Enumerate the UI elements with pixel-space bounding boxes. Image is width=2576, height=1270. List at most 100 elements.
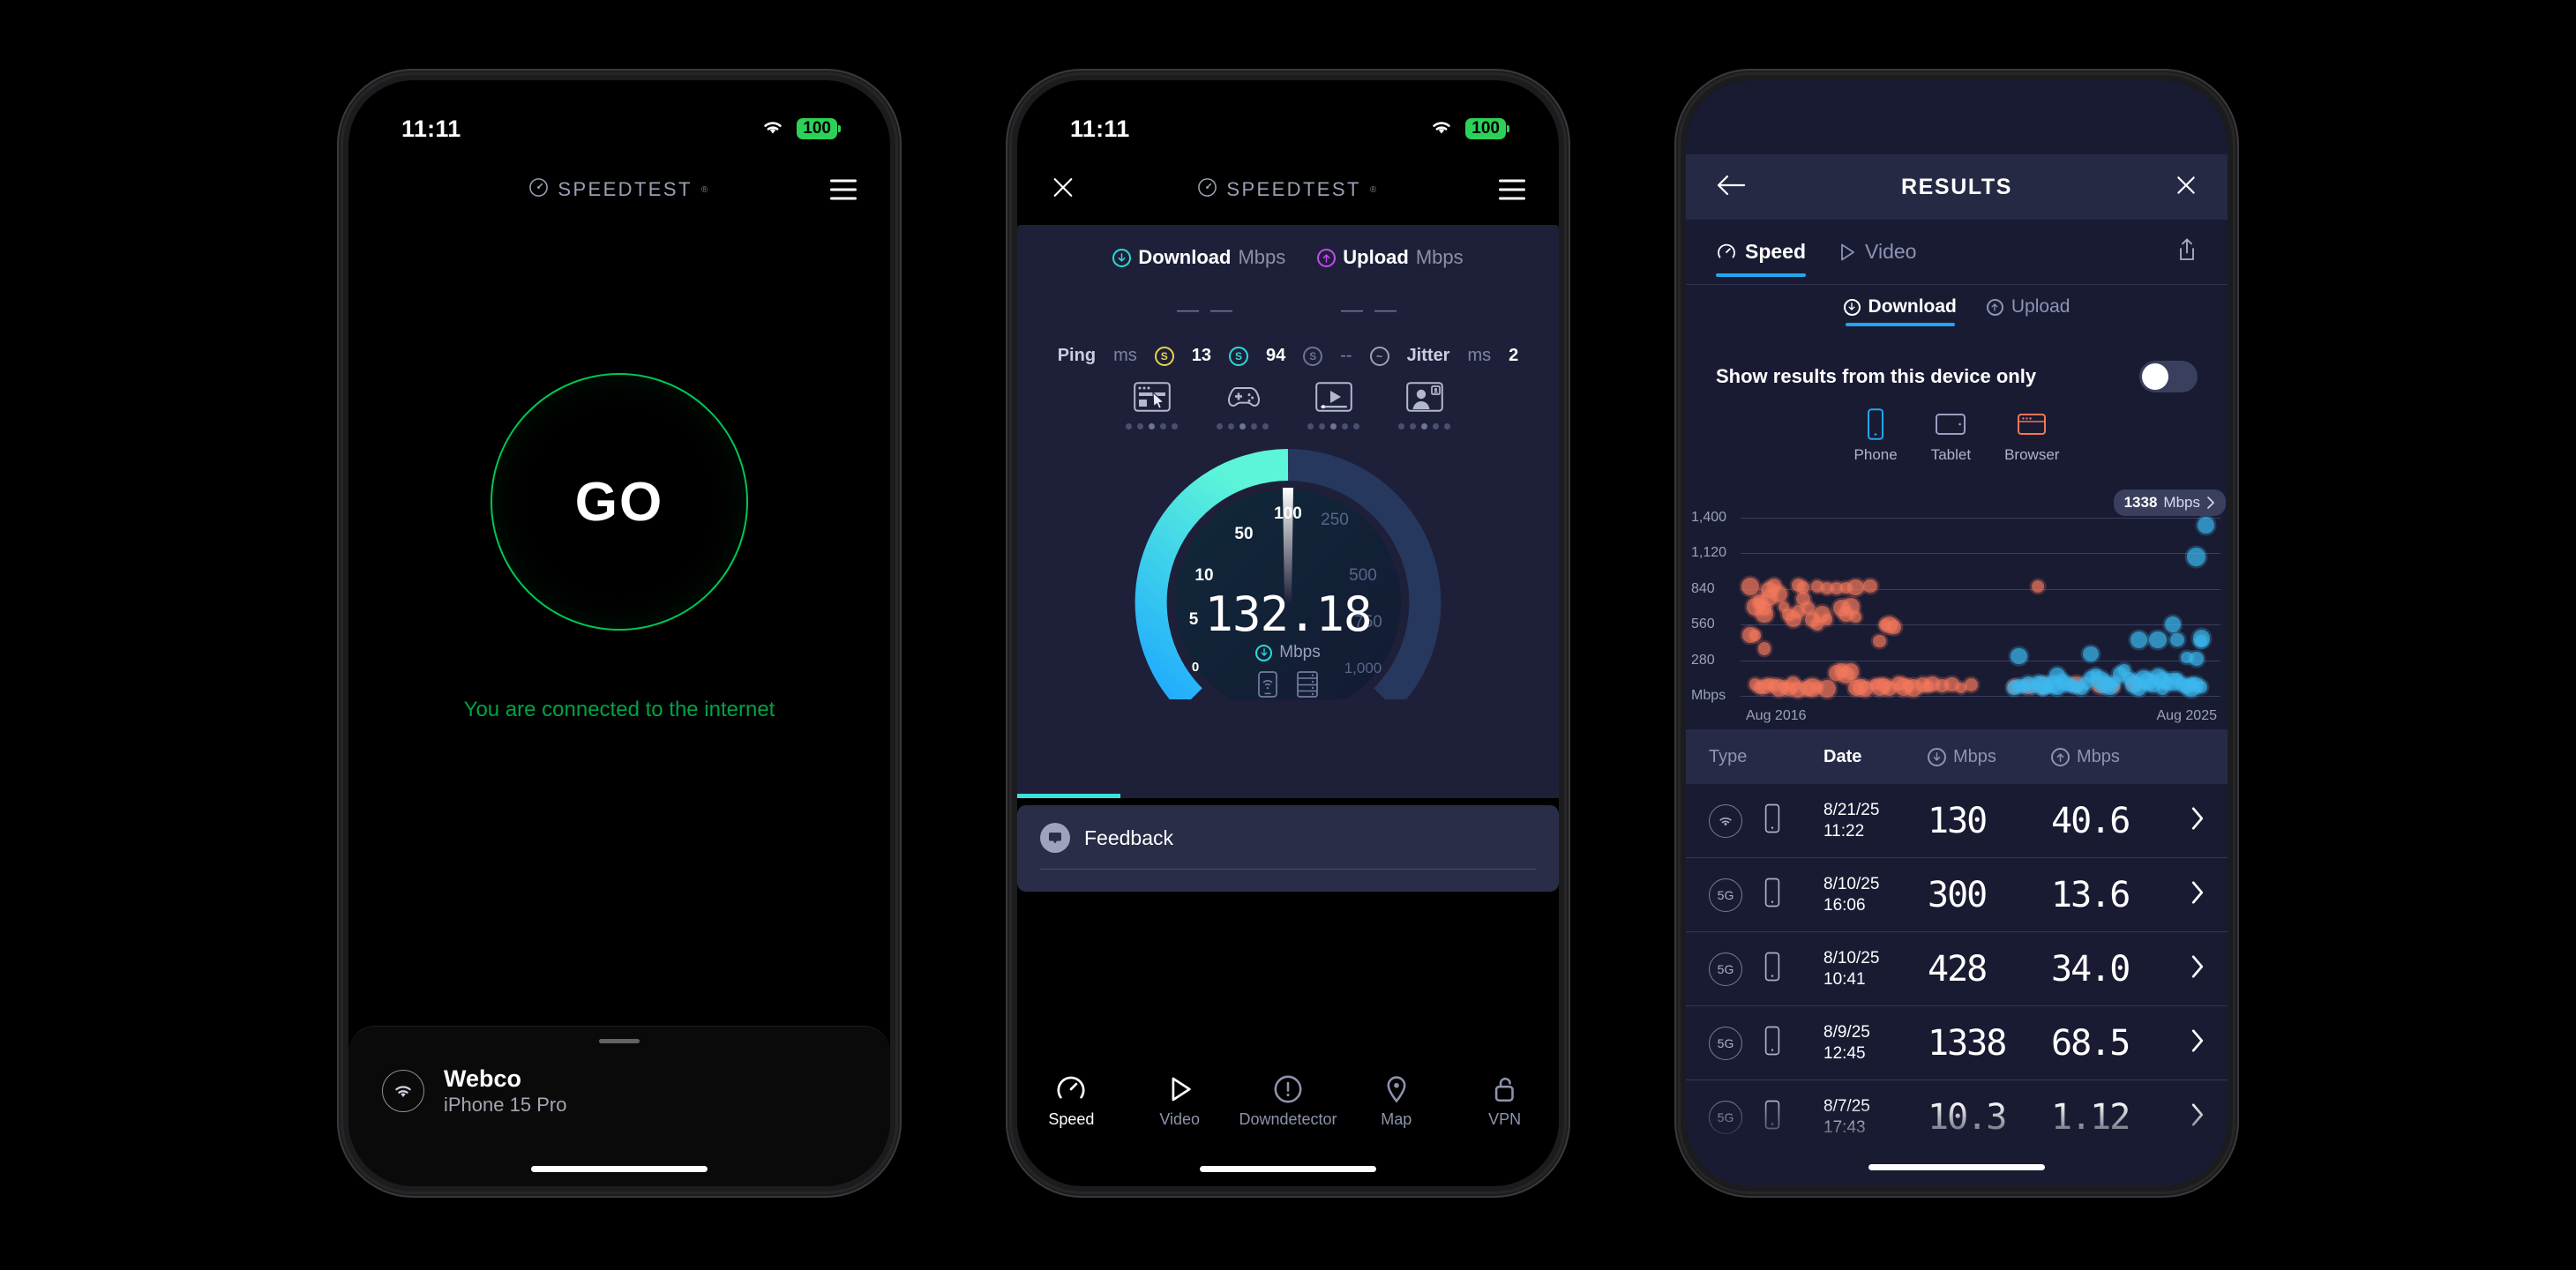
tab-downdetector[interactable]: Downdetector [1234,1074,1343,1129]
phone-2-screen: 11:11 100 SPEED [1017,80,1559,1186]
column-download-label: Mbps [1953,747,1996,767]
home-indicator [1200,1166,1376,1172]
wifi-icon [1429,118,1454,140]
max-speed-badge[interactable]: 1338 Mbps [2114,489,2226,516]
category-dots [1126,423,1178,430]
tab-video[interactable]: Video [1126,1074,1234,1129]
jitter-unit: ms [1467,346,1491,366]
badge-unit: Mbps [2163,494,2200,512]
chart-point [2049,680,2064,695]
bottom-tab-bar: Speed Video Downdetector Map VPN [1017,1059,1559,1144]
column-upload[interactable]: Mbps [2051,747,2175,767]
chevron-right-icon[interactable] [2190,1029,2205,1057]
chart-y-tick: Mbps [1691,688,1726,704]
chart-point [2102,679,2119,696]
chart-point [1797,581,1809,594]
segment-upload[interactable]: Upload [1987,296,2071,326]
speedtest-logo: SPEEDTEST ® [1197,177,1378,203]
server-isp: Webco [444,1065,566,1093]
trademark-symbol: ® [1370,185,1379,195]
test-progress-bar [1017,794,1120,798]
chart-point [1756,606,1773,624]
brand-text: SPEEDTEST [1226,178,1360,201]
row-type [1709,803,1823,838]
device-filter-toggle[interactable] [2139,361,2198,392]
tab-speed[interactable]: Speed [1716,220,1806,284]
phone-icon [1762,878,1783,912]
chart-point [1847,579,1863,595]
feedback-label: Feedback [1084,826,1173,850]
results-scatter-chart[interactable]: 1338 Mbps 1,400 1,120 840 560 280 Mbps Aug 201… [1686,495,2228,726]
server-card[interactable]: Webco iPhone 15 Pro [348,1026,890,1186]
table-row[interactable]: 5G 8/9/25 12:45 1338 68.5 [1686,1006,2228,1080]
tab-label: Video [1865,240,1916,264]
chart-point [1758,642,1771,654]
feedback-divider [1040,869,1536,870]
row-upload: 34.0 [2051,949,2175,990]
device-type-phone[interactable]: Phone [1854,408,1898,464]
column-date[interactable]: Date [1823,747,1928,767]
svg-text:100: 100 [1274,504,1302,523]
results-header: RESULTS [1686,154,2228,220]
chart-point [1965,678,1978,691]
device-type-browser[interactable]: Browser [2004,408,2059,464]
device-filter-label: Show results from this device only [1716,365,2036,388]
category-dots [1217,423,1269,430]
table-row[interactable]: 5G 8/10/25 10:41 428 34.0 [1686,932,2228,1006]
chat-bubble-icon [1040,823,1070,853]
jitter-value: 2 [1509,346,1518,366]
status-time: 11:11 [1070,116,1130,143]
chevron-right-icon[interactable] [2190,881,2205,908]
ping-idle-icon: S [1155,347,1174,366]
close-icon[interactable] [2175,174,2198,201]
drag-handle[interactable] [599,1039,640,1043]
segment-download[interactable]: Download [1844,296,1957,326]
speedometer-icon [528,177,549,203]
upload-value: — — [1341,297,1399,323]
hamburger-menu-icon[interactable] [830,180,857,200]
badge-value: 1338 [2124,494,2158,512]
row-download: 1338 [1928,1023,2051,1064]
tablet-icon [1935,408,1966,440]
speedometer-icon [1197,177,1217,203]
tab-speed[interactable]: Speed [1017,1074,1126,1129]
device-type-tablet[interactable]: Tablet [1931,408,1971,464]
upload-unit: Mbps [1416,246,1464,269]
network-5g-badge: 5G [1709,1027,1742,1060]
category-dots [1398,423,1450,430]
table-row[interactable]: 5G 8/10/25 16:06 300 13.6 [1686,858,2228,932]
close-icon[interactable] [1051,176,1075,205]
device-type-filters: Phone Tablet Browser [1686,408,2228,464]
chart-point [1749,630,1760,640]
chart-point [2037,684,2048,695]
chart-gridline [1741,518,2220,519]
row-date: 8/10/25 16:06 [1823,874,1928,916]
share-icon[interactable] [2176,237,2198,266]
results-tabs: Speed Video [1686,220,2228,285]
row-type: 5G [1709,878,1823,912]
speedometer-icon [1056,1074,1086,1104]
chevron-right-icon[interactable] [2190,955,2205,982]
back-arrow-icon[interactable] [1716,174,1746,201]
go-button[interactable]: GO [490,373,748,631]
feedback-card[interactable]: Feedback [1017,805,1559,892]
category-row [1017,382,1559,430]
chart-x-tick: Aug 2016 [1746,708,1807,724]
browsing-icon [1134,382,1171,416]
tab-map[interactable]: Map [1342,1074,1450,1129]
jitter-label: Jitter [1407,346,1450,366]
ping-label: Ping [1058,346,1096,366]
tab-video[interactable]: Video [1836,220,1916,284]
chart-point [1863,579,1876,593]
tab-label: VPN [1488,1110,1521,1129]
device-type-label: Tablet [1931,446,1971,464]
hamburger-menu-icon[interactable] [1499,180,1525,200]
ping-upload-value: -- [1340,346,1352,366]
chart-point [2170,633,2183,646]
column-download[interactable]: Mbps [1928,747,2051,767]
chevron-right-icon[interactable] [2190,807,2205,834]
play-triangle-icon [1836,242,1857,263]
phone-icon [1864,408,1887,440]
table-row[interactable]: 8/21/25 11:22 130 40.6 [1686,784,2228,858]
tab-vpn[interactable]: VPN [1450,1074,1559,1129]
